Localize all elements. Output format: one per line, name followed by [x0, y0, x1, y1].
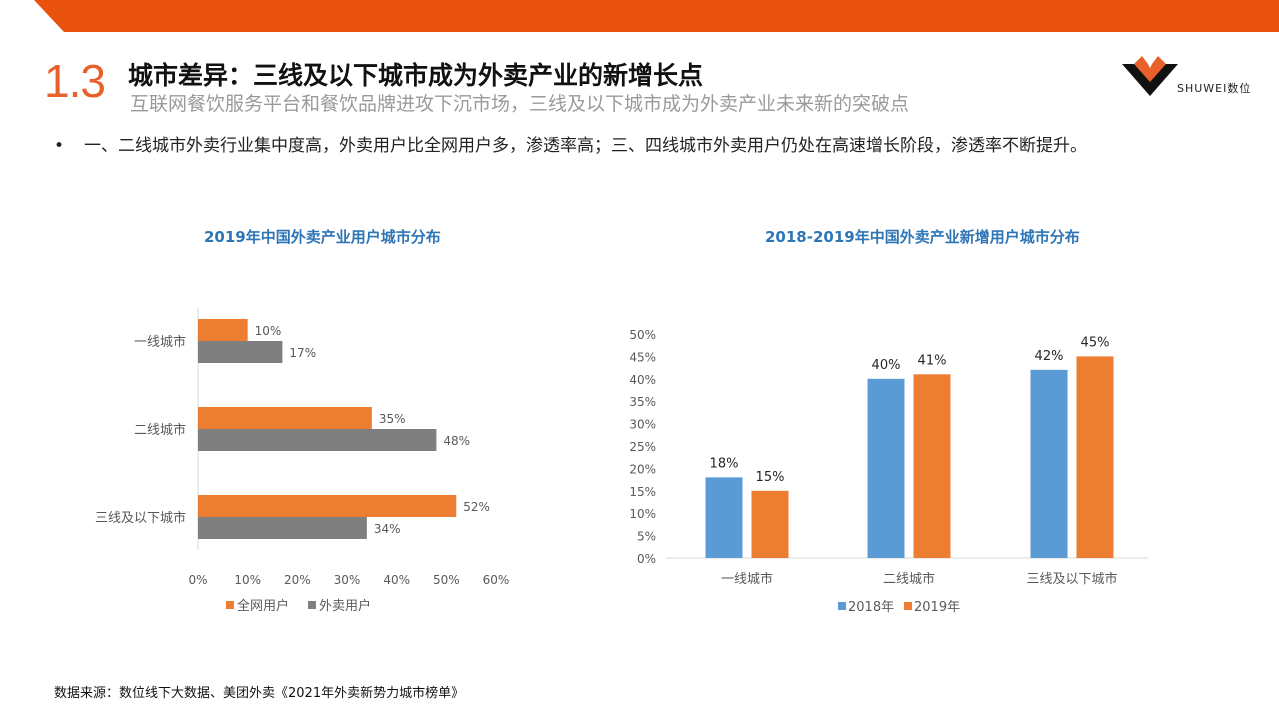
chart2-bar-2019 [913, 374, 951, 558]
chart1-data-label: 10% [255, 324, 282, 338]
chart2-tick-label: 5% [637, 530, 656, 544]
chart2-tick-label: 35% [629, 395, 656, 409]
chart2-tick-label: 10% [629, 507, 656, 521]
chart2-tick-label: 30% [629, 418, 656, 432]
chart1-tick-label: 50% [433, 573, 460, 587]
chart2-category-label: 一线城市 [721, 571, 773, 587]
chart2-tick-label: 20% [629, 462, 656, 476]
chart1-legend-label: 全网用户 [237, 598, 289, 614]
chart1-title: 2019年中国外卖产业用户城市分布 [204, 228, 441, 246]
chart1-category-label: 二线城市 [134, 422, 186, 438]
chart1-data-label: 48% [443, 434, 470, 448]
chart1-bar-delivery-users [198, 341, 283, 363]
brand-text: SHUWEI数位 [1177, 82, 1252, 95]
chart2-tick-label: 45% [629, 350, 656, 364]
section-number: 1.3 [44, 55, 106, 107]
chart2-data-label: 42% [1035, 349, 1064, 364]
top-accent-bar [34, 0, 1279, 32]
chart2-category-label: 二线城市 [883, 571, 935, 587]
chart2-category-label: 三线及以下城市 [1026, 571, 1117, 587]
chart1-legend-label: 外卖用户 [319, 598, 371, 614]
chart2-data-label: 45% [1081, 335, 1110, 350]
chart1-tick-label: 0% [188, 573, 207, 587]
chart2-data-label: 15% [756, 470, 785, 485]
page-subtitle: 互联网餐饮服务平台和餐饮品牌进攻下沉市场，三线及以下城市成为外卖产业未来新的突破… [130, 93, 910, 115]
chart1-bar-all-users [198, 319, 248, 341]
chart2-tick-label: 50% [629, 328, 656, 342]
chart2-tick-label: 15% [629, 485, 656, 499]
chart1-tick-label: 20% [284, 573, 311, 587]
chart1-bar-all-users [198, 407, 372, 429]
chart2-tick-label: 0% [637, 552, 656, 566]
chart1-category-label: 一线城市 [134, 334, 186, 350]
chart1-data-label: 52% [463, 500, 490, 514]
chart2-data-label: 41% [918, 353, 947, 368]
chart1-data-label: 34% [374, 522, 401, 536]
chart2-bar-2018 [1030, 369, 1068, 558]
chart1-legend-swatch [226, 601, 234, 609]
chart2-legend-swatch [904, 602, 912, 610]
chart2-bar-2018 [867, 378, 905, 558]
summary-bullet: • 一、二线城市外卖行业集中度高，外卖用户比全网用户多，渗透率高；三、四线城市外卖… [54, 131, 1087, 156]
chart2-legend-label: 2018年 [848, 600, 894, 615]
chart2-bar-2019 [1076, 356, 1114, 558]
chart2-vertical-bar: 0% 5% 10% 15% 20% 25% 30% 35% 40% 45% 50% 一线城市 18% 15… [629, 328, 1148, 615]
chart1-category-label: 三线及以下城市 [95, 510, 186, 526]
chart1-legend-swatch [308, 601, 316, 609]
shuwei-logo [1122, 56, 1178, 96]
chart2-legend-swatch [838, 602, 846, 610]
chart1-bar-delivery-users [198, 517, 367, 539]
page-title: 城市差异：三线及以下城市成为外卖产业的新增长点 [128, 61, 704, 90]
chart2-data-label: 18% [710, 456, 739, 471]
chart1-data-label: 17% [289, 346, 316, 360]
chart1-tick-label: 10% [234, 573, 261, 587]
chart2-tick-label: 40% [629, 373, 656, 387]
chart1-bar-all-users [198, 495, 457, 517]
bullet-text: 一、二线城市外卖行业集中度高，外卖用户比全网用户多，渗透率高；三、四线城市外卖用… [84, 136, 1087, 156]
chart1-data-label: 35% [379, 412, 406, 426]
chart1-horizontal-bar: 一线城市 10% 17% 二线城市 35% 48% 三线及以下城市 52% 34% 0% 10% 20… [95, 308, 510, 614]
chart2-bar-2018 [705, 477, 743, 558]
chart2-title: 2018-2019年中国外卖产业新增用户城市分布 [765, 228, 1080, 246]
chart1-tick-label: 60% [483, 573, 510, 587]
chart1-tick-label: 30% [334, 573, 361, 587]
bullet-marker: • [54, 136, 65, 156]
chart2-tick-label: 25% [629, 440, 656, 454]
chart2-legend-label: 2019年 [914, 600, 960, 615]
chart1-tick-label: 40% [383, 573, 410, 587]
data-source: 数据来源：数位线下大数据、美团外卖《2021年外卖新势力城市榜单》 [54, 686, 465, 701]
chart1-bar-delivery-users [198, 429, 437, 451]
chart2-bar-2019 [751, 490, 789, 558]
chart2-data-label: 40% [872, 358, 901, 373]
